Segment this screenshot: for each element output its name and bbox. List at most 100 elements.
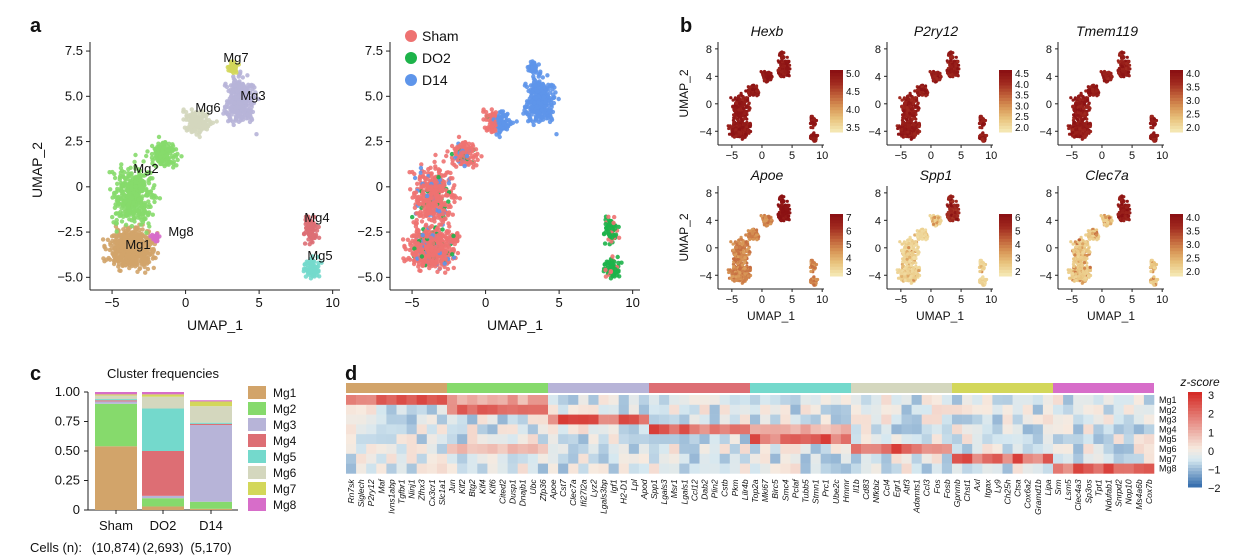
feature-point xyxy=(754,89,759,93)
umap-point-Mg3 xyxy=(243,107,248,112)
umap-point-Mg1 xyxy=(120,232,125,238)
umap-point-Mg6 xyxy=(189,124,194,129)
umap-condition-point xyxy=(456,134,462,140)
umap-point-Mg3 xyxy=(247,109,253,114)
umap-point-Mg7 xyxy=(225,65,230,70)
feature-point xyxy=(915,130,919,134)
umap-point-Mg2 xyxy=(152,146,157,152)
feature-point xyxy=(907,127,911,131)
legend-swatch-D14 xyxy=(405,74,417,86)
umap-point-Mg1 xyxy=(130,258,135,263)
umap-condition-point xyxy=(550,92,556,97)
umap-condition-point xyxy=(412,175,418,181)
cluster-label: Mg5 xyxy=(307,248,332,263)
umap-point-Mg3 xyxy=(245,73,250,78)
feature-point xyxy=(745,104,749,108)
umap-point-Mg3 xyxy=(240,75,245,80)
umap-point-Mg2 xyxy=(112,175,118,181)
mini-ytick-label: 8 xyxy=(875,44,881,56)
mini-ytick-label: 0 xyxy=(706,99,712,111)
umap-point-Mg3 xyxy=(245,116,251,121)
umap-condition-xtick-label: 10 xyxy=(625,295,639,310)
umap-condition-point xyxy=(408,187,413,192)
umap-condition-point xyxy=(484,114,489,119)
umap-point-Mg3 xyxy=(231,122,236,128)
mini-ytick-label: 0 xyxy=(875,99,881,111)
umap-point-Mg2 xyxy=(139,203,144,209)
feature-point xyxy=(780,65,785,69)
umap-point-Mg2 xyxy=(170,143,176,149)
feature-point xyxy=(764,71,768,75)
umap-condition-xtick-label: 0 xyxy=(482,295,489,310)
mini-ylabel: UMAP_2 xyxy=(677,69,691,117)
umap-point-Mg2 xyxy=(144,153,149,159)
umap-point-Mg2 xyxy=(127,199,132,204)
feature-point xyxy=(812,122,816,126)
umap-condition-point xyxy=(606,214,611,219)
umap-condition-point xyxy=(556,96,561,102)
umap-point-Mg1 xyxy=(145,266,151,272)
umap-condition-point xyxy=(425,193,430,199)
umap-point-Mg2 xyxy=(125,212,130,217)
legend-label-DO2: DO2 xyxy=(422,50,451,66)
feature-point xyxy=(738,127,742,131)
umap-point-Mg2 xyxy=(129,223,135,229)
colorbar-tick: 4.0 xyxy=(846,105,860,116)
umap-point-Mg7 xyxy=(231,70,236,76)
legend-swatch-Sham xyxy=(405,30,417,42)
colorbar-segment xyxy=(830,73,843,77)
umap-condition-point xyxy=(431,201,436,206)
umap-condition-point xyxy=(439,255,445,261)
umap-condition-point xyxy=(606,259,611,265)
umap-xlabel-2: UMAP_1 xyxy=(487,317,543,333)
feature-point xyxy=(782,75,786,79)
umap-point-Mg2 xyxy=(136,215,141,220)
umap-condition-point xyxy=(603,267,608,273)
umap-condition-point xyxy=(441,159,446,164)
umap-condition-point xyxy=(414,229,419,234)
umap-condition-point xyxy=(432,159,437,165)
umap-condition-point xyxy=(541,94,547,100)
umap-condition-point xyxy=(429,244,434,250)
colorbar-tick: 5.0 xyxy=(846,69,860,80)
umap-point-Mg2 xyxy=(117,201,122,207)
umap-condition-point xyxy=(539,82,544,88)
umap-condition-point xyxy=(543,107,548,112)
colorbar-tick: 3.5 xyxy=(846,123,860,134)
umap-condition-point xyxy=(425,259,430,264)
umap-point-Mg2 xyxy=(112,205,118,210)
umap-condition-point xyxy=(446,221,451,226)
colorbar-segment xyxy=(830,122,843,127)
umap-cluster-ytick-label: −5.0 xyxy=(57,269,83,284)
umap-condition-point xyxy=(433,152,438,158)
umap-point-Mg2 xyxy=(171,165,176,170)
umap-point-Mg2 xyxy=(111,220,116,225)
umap-condition-point xyxy=(504,127,510,132)
umap-point-Mg2 xyxy=(140,212,145,217)
feature-point xyxy=(734,134,738,138)
feature-point xyxy=(731,128,735,132)
umap-point-Mg2 xyxy=(129,184,134,189)
umap-condition-point xyxy=(542,100,548,105)
umap-point-Mg2 xyxy=(118,165,124,171)
mini-xtick-label: 5 xyxy=(958,150,964,162)
umap-condition-point xyxy=(402,244,407,250)
umap-point-Mg1 xyxy=(130,253,136,258)
umap-condition-point xyxy=(506,118,512,123)
feature-point xyxy=(816,133,820,138)
umap-condition-point xyxy=(417,177,422,182)
colorbar-segment xyxy=(830,82,843,86)
umap-condition-point xyxy=(501,121,507,127)
colorbar-segment xyxy=(830,125,843,130)
umap-condition-point xyxy=(407,170,412,175)
umap-point-Mg2 xyxy=(163,141,169,146)
umap-point-Mg6 xyxy=(206,118,212,123)
umap-point-Mg5 xyxy=(308,270,313,275)
umap-condition-point xyxy=(431,212,437,217)
umap-condition-point xyxy=(437,266,443,271)
feature-point xyxy=(809,125,813,130)
feature-point xyxy=(731,104,736,108)
umap-condition-point xyxy=(419,254,425,259)
umap-condition-point xyxy=(446,199,451,204)
umap-condition-point xyxy=(536,62,541,67)
